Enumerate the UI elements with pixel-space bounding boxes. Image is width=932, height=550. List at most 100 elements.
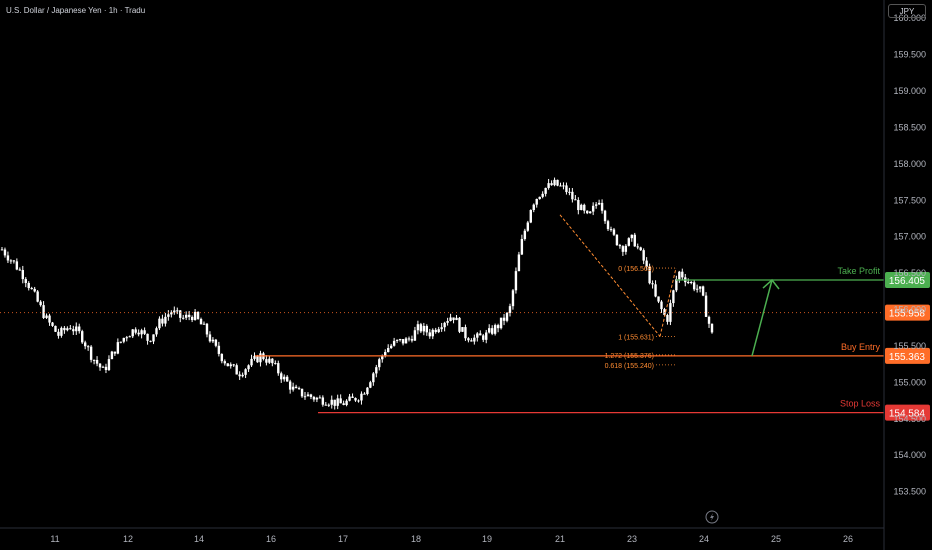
candle-body	[36, 291, 39, 302]
currency-button[interactable]: JPY	[888, 4, 926, 18]
candle-body	[505, 312, 509, 321]
candle-body	[318, 397, 322, 399]
candle-body	[42, 305, 45, 318]
candle-body	[33, 288, 36, 292]
candle-body	[152, 334, 155, 342]
candle-body	[523, 230, 527, 240]
candle-body	[556, 179, 559, 186]
candle-body	[594, 204, 598, 206]
candle-body	[565, 185, 568, 193]
candle-body	[458, 317, 461, 332]
candle-body	[609, 229, 613, 231]
candle-body	[375, 367, 378, 374]
candle-body	[449, 317, 452, 321]
candle-body	[577, 199, 580, 211]
candle-body	[351, 396, 354, 398]
candle-body	[473, 337, 476, 342]
candle-body	[520, 239, 524, 255]
candle-body	[158, 318, 161, 329]
candle-body	[232, 364, 235, 366]
candle-body	[538, 196, 541, 200]
candle-body	[95, 359, 99, 364]
fib-trend-line	[559, 214, 661, 337]
candle-body	[30, 288, 33, 290]
candle-body	[12, 260, 16, 262]
candle-body	[384, 352, 387, 356]
candle-body	[562, 185, 565, 187]
candle-body	[508, 306, 512, 313]
candle-body	[21, 270, 24, 280]
candle-body	[140, 330, 143, 335]
projection-arrow-shaft[interactable]	[751, 279, 773, 357]
candle-body	[627, 238, 631, 246]
candle-body	[9, 260, 13, 262]
candle-body	[182, 317, 185, 319]
candle-body	[300, 388, 304, 397]
candle-body	[330, 399, 333, 405]
candle-body	[18, 269, 22, 271]
candle-body	[363, 393, 366, 395]
candles	[0, 177, 714, 410]
candle-body	[285, 376, 289, 382]
candle-body	[214, 339, 218, 346]
projection-arrow-head[interactable]	[762, 278, 780, 290]
x-tick-label: 21	[555, 534, 565, 544]
candle-body	[3, 249, 7, 256]
candle-body	[116, 342, 120, 354]
candle-body	[437, 329, 440, 333]
candle-body	[110, 351, 114, 360]
candle-body	[256, 355, 259, 363]
candle-body	[119, 341, 123, 343]
x-tick-label: 14	[194, 534, 204, 544]
candle-body	[184, 314, 188, 318]
candle-body	[452, 317, 455, 321]
candle-body	[589, 211, 592, 214]
y-tick-label: 159.500	[893, 50, 926, 60]
candle-body	[265, 359, 268, 363]
candle-body	[553, 179, 556, 186]
candle-body	[580, 204, 583, 211]
level-lines[interactable]: 155.958 Take Profit 156.405 Buy Entry 155.36…	[0, 266, 930, 421]
candle-body	[167, 314, 170, 317]
candle-body	[398, 339, 402, 341]
y-tick-label: 154.000	[893, 450, 926, 460]
candle-body	[83, 342, 87, 347]
candle-body	[535, 199, 538, 205]
candle-body	[496, 325, 500, 329]
candle-body	[695, 288, 699, 290]
candle-body	[226, 363, 229, 367]
candle-body	[464, 327, 467, 339]
candle-body	[698, 286, 702, 289]
candle-body	[268, 358, 271, 363]
candle-body	[176, 310, 179, 312]
candle-body	[681, 271, 684, 278]
candle-body	[378, 359, 381, 368]
candle-body	[395, 339, 399, 341]
y-axis[interactable]: 160.000 159.500 159.000 158.500 158.000 157.5…	[893, 13, 926, 496]
y-tick-label: 160.000	[893, 13, 926, 23]
candle-body	[336, 398, 339, 406]
candle-body	[642, 250, 645, 261]
candle-body	[701, 286, 705, 296]
stop-loss-badge	[885, 404, 930, 421]
candle-body	[401, 339, 405, 344]
lightning-icon[interactable]	[705, 510, 719, 524]
x-axis[interactable]: 11 12 14 16 17 18 19 21 23 24 25 26	[50, 534, 853, 544]
candle-body	[294, 386, 298, 389]
candle-body	[60, 327, 63, 336]
candle-body	[24, 279, 27, 283]
candle-body	[550, 183, 553, 186]
candle-body	[487, 328, 491, 333]
candle-body	[155, 328, 158, 335]
candle-body	[704, 295, 708, 317]
candle-body	[72, 329, 75, 332]
candle-body	[586, 210, 589, 214]
candle-body	[164, 316, 167, 324]
candle-body	[327, 404, 330, 406]
candle-body	[277, 363, 280, 374]
candle-body	[6, 255, 10, 261]
candle-body	[606, 221, 610, 230]
candle-body	[241, 374, 244, 377]
